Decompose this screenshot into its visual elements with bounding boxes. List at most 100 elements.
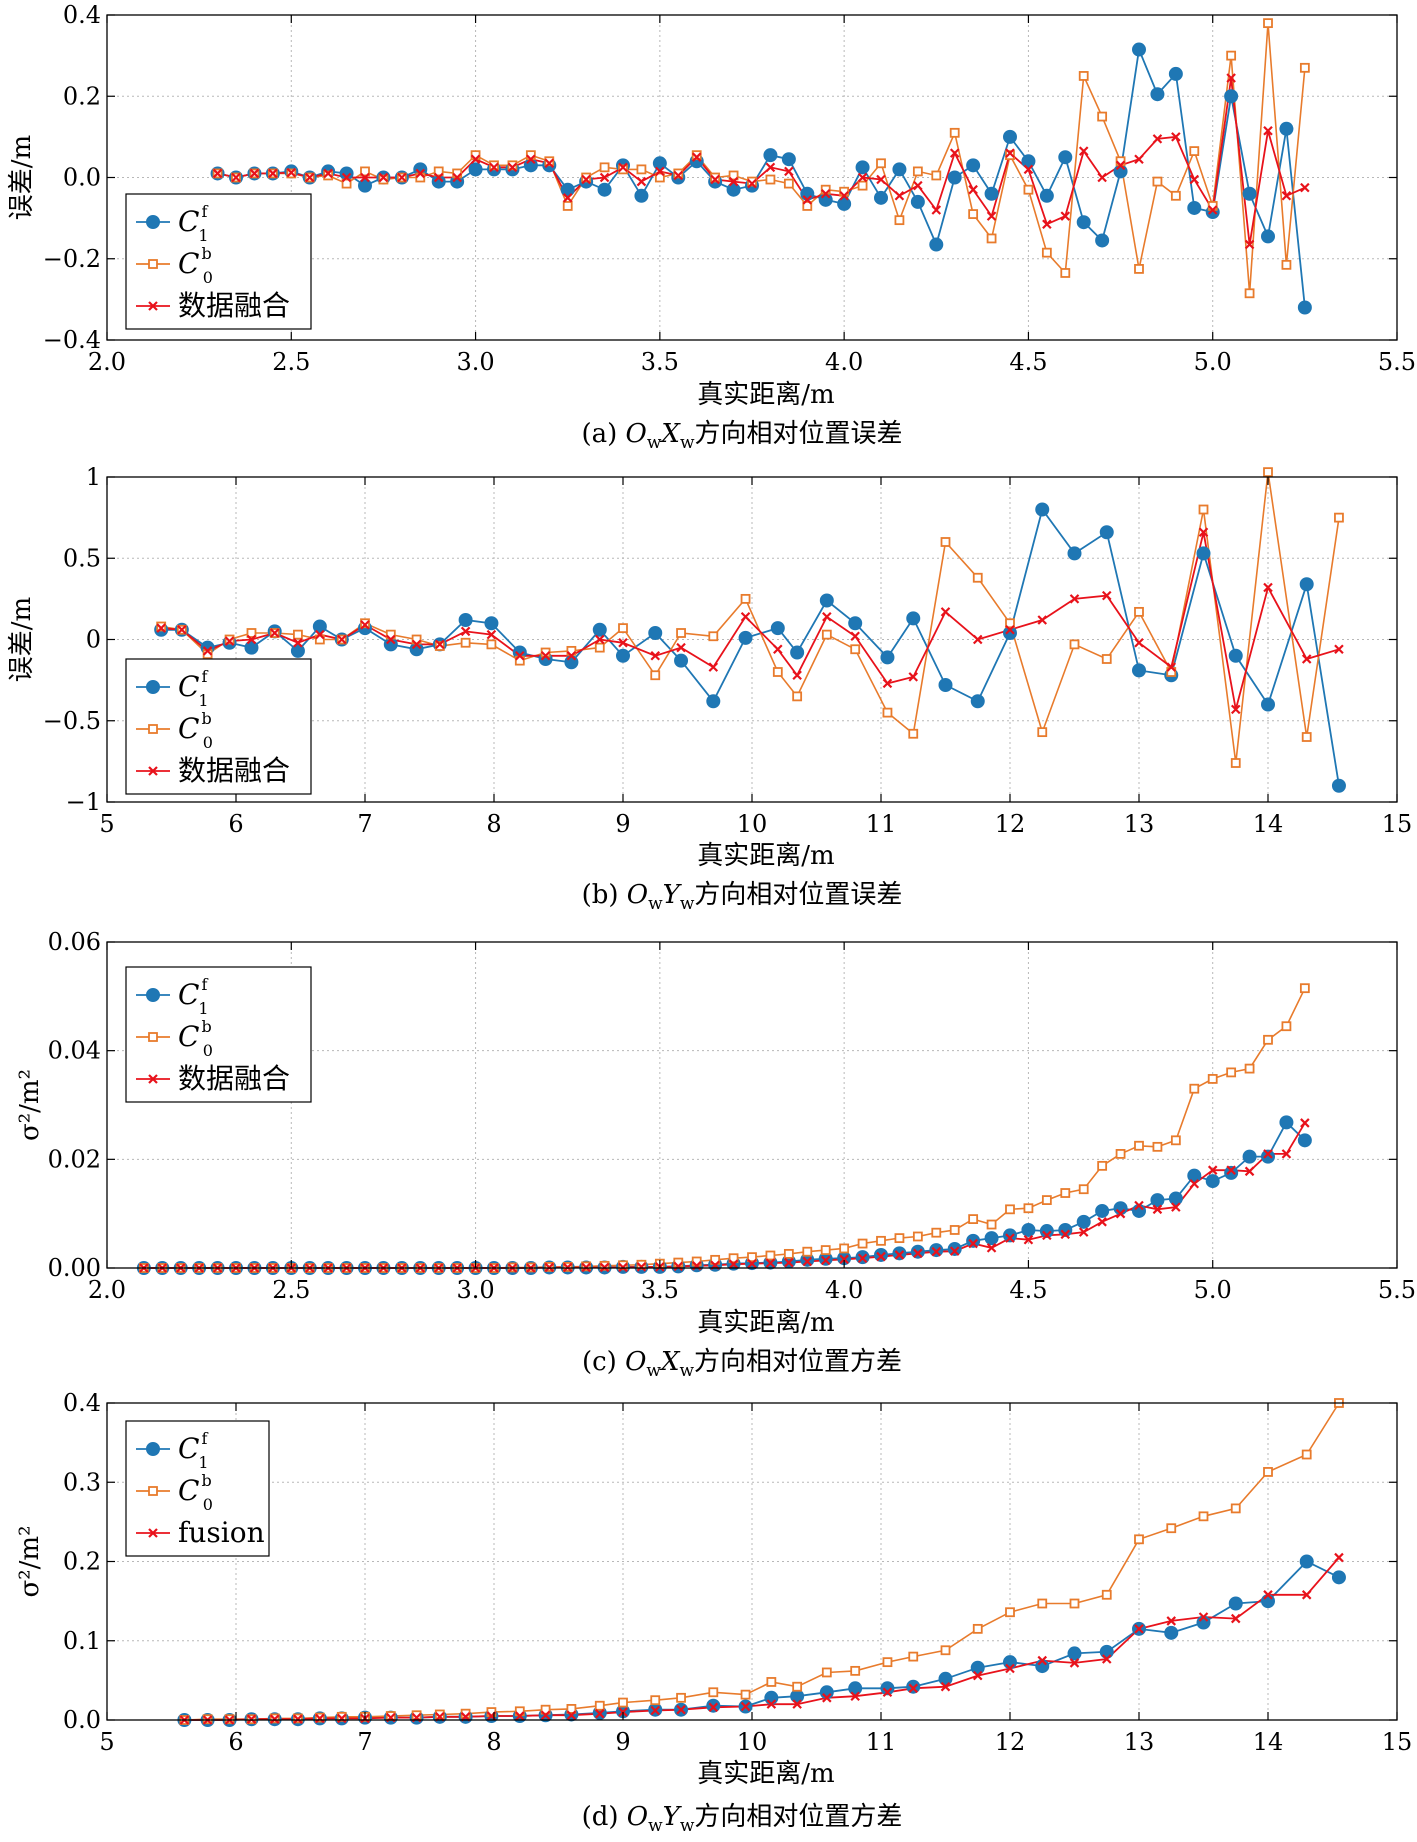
panel-b-point-fusion [293,637,303,648]
panel-d-point-fusion [940,1681,951,1692]
panel-a-point-fusion [378,172,389,183]
panel-a-point-fusion [747,178,757,189]
panel-c-point-fusion [1171,1202,1181,1212]
panel-d-point-C1f [880,1681,895,1696]
panel-c-point-C1f [892,1246,907,1261]
panel-a-point-fusion [710,174,720,185]
panel-a-point-C1f [1003,129,1017,144]
panel-a-point-fusion [876,174,886,185]
panel-b-point-C0b [1037,727,1048,738]
panel-a-legend-base: C [178,205,199,238]
panel-a-xtick-label: 4.5 [1009,348,1047,376]
panel-a-point-C0b [1189,146,1200,156]
panel-c-point-fusion [1244,1166,1255,1177]
panel-c-point-fusion [1281,1149,1292,1159]
panel-a-ytick-label: −0.2 [43,245,101,273]
panel-a-point-fusion [1171,132,1181,142]
panel-d-point-fusion [595,1708,605,1719]
panel-a-point-C0b [857,180,868,191]
panel-c-axes-frame [106,941,1398,1269]
panel-c-point-C0b [728,1253,739,1264]
panel-a-point-C0b [341,178,352,189]
panel-c-point-C1f [1242,1149,1257,1164]
panel-d-point-fusion [708,1702,719,1713]
panel-b-line-C1f [161,507,1340,786]
panel-c-ytick-label: 0.06 [48,928,101,956]
panel-d-point-fusion [1166,1616,1177,1626]
panel-c-point-C0b [1299,983,1310,994]
panel-b: 5 6 7 8 9 10 11 12 13 14 15−1−0.500.51真实距离/m误差/m(b… [7,463,1412,914]
panel-d-point-C1f [906,1679,921,1694]
panel-d-point-C0b [850,1665,861,1676]
panel-d-grid [107,1403,1397,1720]
panel-c-point-fusion [1060,1229,1071,1240]
panel-b-point-C1f [1331,778,1346,793]
panel-b-caption-part: w [680,894,695,914]
panel-a-ytick-label: 0.0 [63,164,101,192]
panel-b-point-fusion [269,628,280,638]
panel-c-point-fusion [1023,1234,1034,1245]
panel-a-point-C0b [802,201,813,211]
panel-b-point-fusion [460,626,471,637]
panel-c: 2.0 2.5 3.0 3.5 4.0 4.5 5.0 5.5 0.00 0.02 0.04 0.06… [15,928,1416,1381]
panel-a-point-C0b [581,172,592,183]
panel-d-caption-part: w [680,1816,695,1836]
panel-a-point-C0b [673,168,684,179]
panel-d-point-fusion [1069,1658,1080,1668]
panel-a-point-fusion [489,162,499,173]
panel-c-point-C0b [599,1260,610,1271]
panel-a-point-fusion [636,176,647,187]
panel-d-point-C0b [972,1623,983,1634]
panel-a-xtick-label: 4.0 [825,348,863,376]
panel-c-point-fusion [1189,1179,1200,1189]
panel-d-point-fusion [269,1714,280,1724]
panel-b-legend-sub: 0 [203,733,213,752]
panel-c-point-C0b [1060,1188,1071,1198]
panel-d-caption-part: Y [663,1802,683,1832]
panel-b-point-fusion [202,646,213,656]
panel-d-ytick-label: 0.1 [63,1627,101,1655]
panel-c-legend-marker-C1f [146,988,160,1002]
panel-a-point-C1f [855,160,870,175]
panel-c-point-C0b [894,1233,905,1244]
panel-b-point-fusion [972,634,983,645]
panel-a-point-fusion [1023,164,1034,175]
panel-d-point-C0b [411,1710,422,1721]
panel-d-caption-part: w [648,1816,663,1836]
panel-c-point-C0b [912,1231,923,1242]
panel-b-point-fusion [1037,615,1048,625]
panel-b-xtick-label: 14 [1253,810,1284,838]
panel-d-point-C0b [1134,1534,1144,1545]
panel-d-legend-marker-C0b [148,1486,158,1496]
panel-a-point-fusion [581,174,591,185]
panel-d-ytick-label: 0.4 [63,1389,101,1417]
panel-a-point-C1f [358,178,372,193]
panel-a-point-fusion [655,166,665,177]
panel-b-xtick-label: 11 [866,810,897,838]
panel-b-point-fusion [1134,637,1144,648]
panel-c-point-C0b [1152,1141,1163,1152]
panel-c-point-C0b [765,1250,776,1261]
panel-c-point-fusion [1078,1227,1089,1237]
panel-a-point-C1f [892,162,907,177]
panel-a-point-C1f [910,194,925,209]
panel-c-point-C1f [1168,1191,1183,1206]
panel-b-caption-part: w [648,894,663,914]
panel-c-point-C0b [1115,1149,1126,1159]
panel-a-xtick-label: 3.0 [456,348,494,376]
panel-a-point-fusion [286,167,297,178]
panel-b-point-C1f [790,645,805,660]
panel-b-ylabel: 误差/m [7,597,37,682]
panel-c-point-C0b [968,1214,979,1224]
panel-a-point-fusion [599,172,610,183]
panel-c-point-fusion [1115,1208,1126,1219]
panel-c-caption: (c) OwXw方向相对位置方差 [582,1347,902,1381]
panel-c-point-C0b [820,1245,831,1255]
panel-d-point-fusion [676,1704,686,1715]
panel-a-point-C1f [468,162,483,177]
panel-c-point-fusion [1097,1217,1107,1227]
panel-a-point-C1f [1261,229,1275,244]
